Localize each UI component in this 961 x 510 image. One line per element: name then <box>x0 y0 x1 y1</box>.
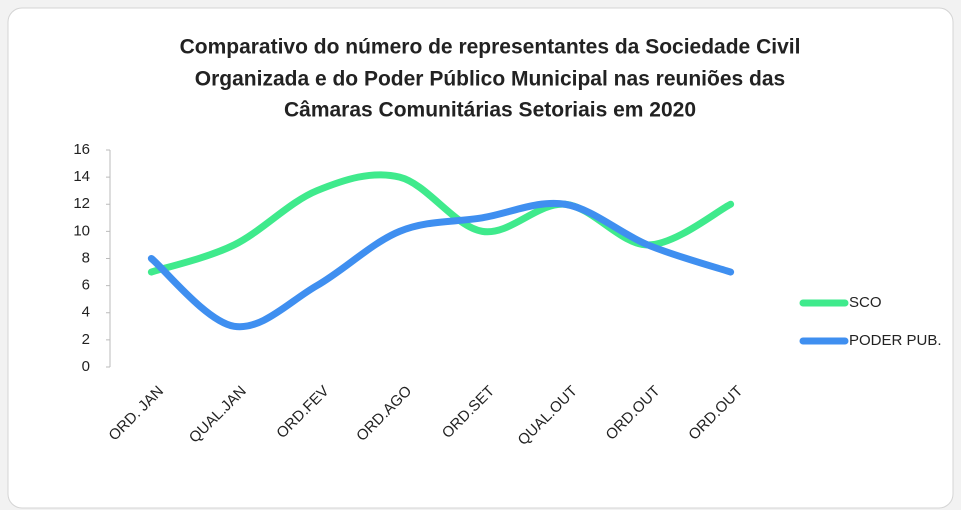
y-tick-label: 4 <box>82 304 90 321</box>
chart-title: Organizada e do Poder Público Municipal … <box>195 68 785 91</box>
y-tick-label: 14 <box>73 168 90 185</box>
chart-title: Câmaras Comunitárias Setoriais em 2020 <box>284 99 696 122</box>
y-tick-label: 0 <box>82 358 90 375</box>
y-tick-label: 12 <box>73 195 90 212</box>
legend-label: SCO <box>849 294 882 311</box>
y-tick-label: 6 <box>82 277 90 294</box>
y-tick-label: 8 <box>82 249 90 266</box>
legend-label: PODER PUB. <box>849 332 942 349</box>
chart-card <box>7 7 954 509</box>
y-tick-label: 2 <box>82 331 90 348</box>
chart-title: Comparativo do número de representantes … <box>180 36 801 59</box>
y-tick-label: 10 <box>73 222 90 239</box>
y-tick-label: 16 <box>73 141 90 158</box>
series-line <box>147 199 735 331</box>
